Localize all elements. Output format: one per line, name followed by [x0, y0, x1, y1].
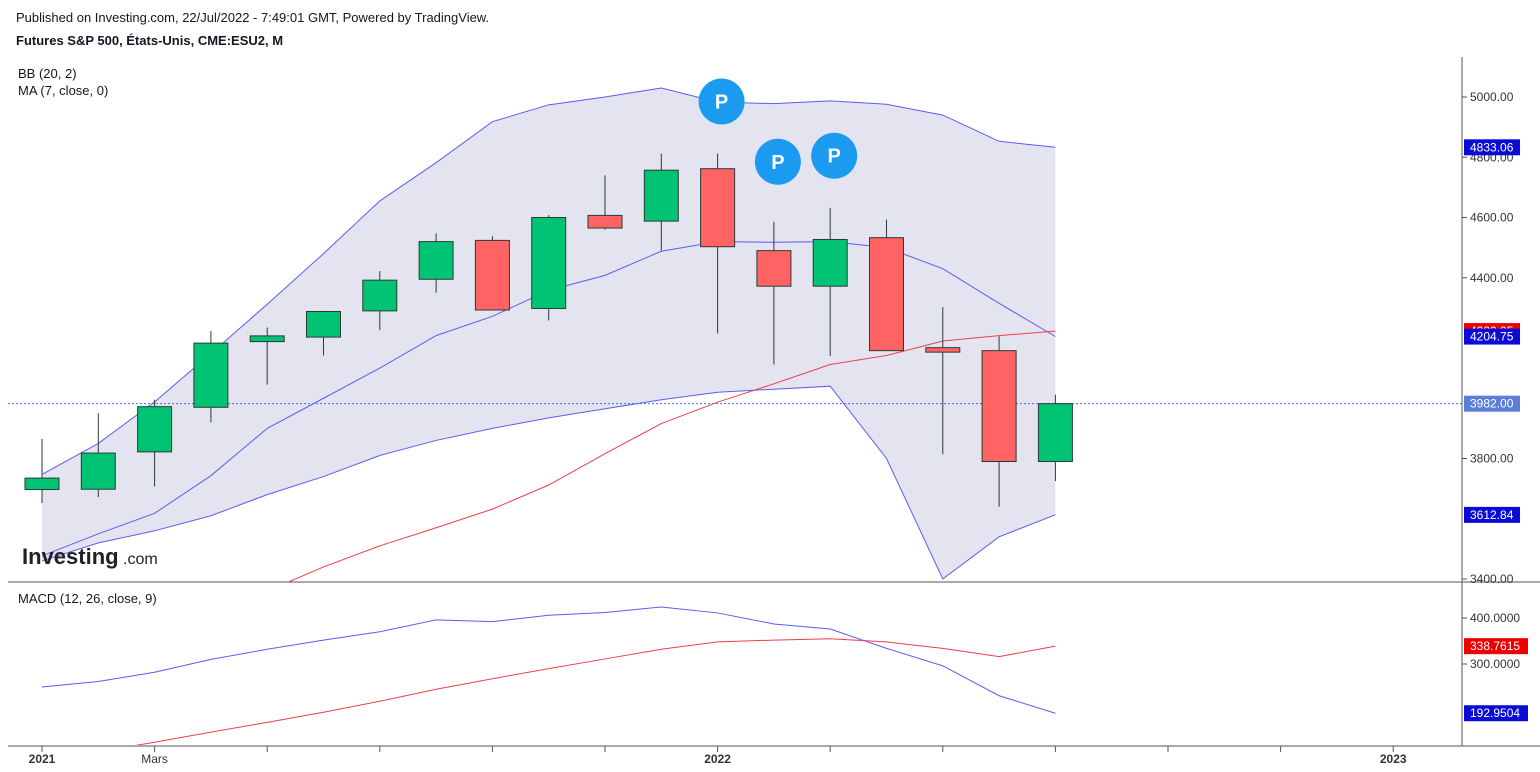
- candle-body: [756, 250, 792, 287]
- candle: [531, 215, 567, 321]
- p-marker-label: P: [771, 152, 784, 174]
- candle-body: [643, 169, 679, 222]
- candle-body: [249, 335, 285, 343]
- candle-body: [925, 347, 961, 353]
- candle-body: [193, 342, 229, 408]
- investing-logo: Investing .com: [22, 544, 158, 569]
- p-marker-circle: [698, 78, 745, 125]
- candle: [24, 438, 60, 504]
- candle: [812, 207, 848, 357]
- candle-body: [700, 168, 736, 248]
- p-marker-circle: [754, 138, 801, 185]
- value-tag-label: 3982.00: [1470, 397, 1514, 411]
- candle: [1037, 394, 1073, 482]
- candle-body: [362, 279, 398, 312]
- bb-fill: [42, 87, 1056, 580]
- value-tag-bg: [1464, 638, 1528, 655]
- value-tag: 192.9504: [1464, 705, 1528, 722]
- p-marker-label: P: [715, 92, 728, 114]
- candle: [756, 221, 792, 365]
- bb-lower-line: [41, 385, 1056, 580]
- value-tag-label: 192.9504: [1470, 706, 1520, 720]
- candle-body: [418, 241, 454, 280]
- macd-label: MACD (12, 26, close, 9): [18, 591, 157, 606]
- time-tick-label: 2022: [704, 752, 731, 766]
- value-tag-bg: [1464, 139, 1520, 156]
- macd-line: [41, 606, 1056, 714]
- price-tick-label: 4400.00: [1470, 271, 1514, 285]
- candle-body: [869, 237, 904, 352]
- time-tick-label: 2021: [29, 752, 56, 766]
- value-tag-bg: [1464, 705, 1528, 722]
- ma-line: [287, 330, 1056, 582]
- candle: [587, 175, 623, 230]
- candle-body: [981, 350, 1017, 463]
- price-pane[interactable]: P P P: [8, 78, 1462, 772]
- candle: [474, 236, 510, 311]
- logo-suffix: .com: [123, 551, 158, 568]
- macd-tick-label: 300.0000: [1470, 657, 1520, 671]
- p-marker: P: [698, 78, 745, 125]
- candle-body: [137, 406, 173, 453]
- value-tag-label: 4204.75: [1470, 330, 1514, 344]
- signal-line: [135, 638, 1056, 745]
- value-tag: 4204.75: [1464, 328, 1520, 345]
- price-tags: 4833.064222.954204.753982.003612.84338.7…: [1464, 139, 1528, 722]
- time-tick-label: 2023: [1380, 752, 1407, 766]
- value-tag: 338.7615: [1464, 638, 1528, 655]
- p-marker: P: [811, 132, 858, 179]
- p-marker: P: [754, 138, 801, 185]
- value-tag-bg: [1464, 395, 1520, 412]
- p-marker-label: P: [828, 146, 841, 168]
- price-tick-label: 4600.00: [1470, 211, 1514, 225]
- candle: [869, 219, 904, 352]
- price-tick-label: 3800.00: [1470, 452, 1514, 466]
- candle: [137, 399, 173, 487]
- candle-body: [531, 217, 567, 309]
- candle: [306, 310, 341, 356]
- candle: [925, 306, 961, 455]
- candle-body: [812, 238, 848, 287]
- price-tick-label: 3400.00: [1470, 572, 1514, 586]
- macd-pane[interactable]: [41, 606, 1056, 761]
- bb-label: BB (20, 2): [18, 66, 77, 81]
- value-tag: 4833.06: [1464, 139, 1520, 156]
- value-tag-label: 4833.06: [1470, 140, 1514, 154]
- p-marker-circle: [811, 132, 858, 179]
- candle: [249, 327, 285, 385]
- candle: [193, 331, 229, 423]
- value-tag: 3612.84: [1464, 506, 1520, 523]
- candle-body: [306, 310, 341, 338]
- value-tag: 3982.00: [1464, 395, 1520, 412]
- logo-brand: Investing: [22, 544, 119, 569]
- price-tick-label: 5000.00: [1470, 90, 1514, 104]
- candle-body: [587, 214, 623, 229]
- candle: [700, 153, 736, 334]
- candle-body: [1037, 403, 1073, 463]
- value-tag-label: 338.7615: [1470, 639, 1520, 653]
- ma-label: MA (7, close, 0): [18, 83, 108, 98]
- candle-body: [80, 452, 116, 490]
- candle: [418, 233, 454, 293]
- candle: [362, 271, 398, 331]
- value-tag-bg: [1464, 328, 1520, 345]
- published-info: Published on Investing.com, 22/Jul/2022 …: [16, 10, 490, 25]
- candle: [643, 153, 679, 251]
- value-tag-label: 3612.84: [1470, 508, 1514, 522]
- macd-tick-label: 400.0000: [1470, 611, 1520, 625]
- candle: [80, 413, 116, 498]
- candle-body: [24, 477, 60, 491]
- value-tag-bg: [1464, 506, 1520, 523]
- time-tick-label: Mars: [141, 752, 168, 766]
- candle-body: [474, 239, 510, 311]
- symbol-title: Futures S&P 500, États-Unis, CME:ESU2, M: [16, 33, 284, 48]
- candle: [981, 336, 1017, 507]
